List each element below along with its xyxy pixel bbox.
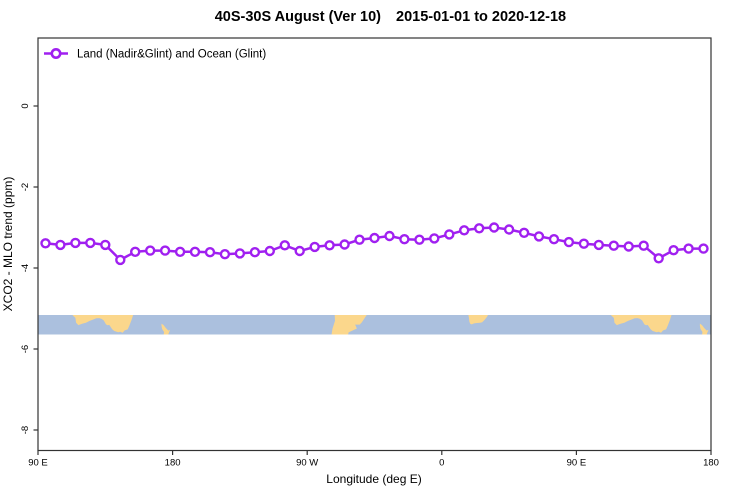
data-point	[533, 231, 545, 242]
data-point	[653, 253, 664, 264]
data-point	[369, 232, 380, 244]
land-region-australia	[610, 315, 672, 333]
data-point	[503, 224, 515, 235]
data-point	[85, 237, 96, 249]
data-point	[159, 245, 171, 256]
data-point	[668, 244, 679, 256]
data-point	[40, 238, 51, 249]
data-point	[264, 245, 275, 257]
data-point	[204, 246, 216, 258]
data-point	[309, 241, 320, 253]
data-point	[100, 239, 111, 251]
plot-area	[37, 37, 712, 452]
data-point	[249, 246, 261, 258]
x-tick-label: 180	[703, 458, 719, 469]
land-region-south-america	[331, 315, 367, 335]
legend-label: Land (Nadir&Glint) and Ocean (Glint)	[77, 49, 266, 61]
data-point	[608, 240, 619, 251]
data-point	[414, 234, 425, 245]
data-point	[354, 234, 365, 245]
land-region-new-zealand	[699, 323, 709, 335]
land-region-new-zealand	[161, 323, 171, 335]
data-point	[518, 227, 530, 239]
x-tick-label: 0	[439, 458, 444, 469]
data-point	[234, 248, 246, 259]
data-series-line	[45, 226, 704, 262]
data-point	[623, 241, 634, 252]
data-point	[474, 223, 485, 234]
map-band	[38, 315, 711, 335]
data-point	[459, 225, 470, 236]
legend-marker-circle	[50, 47, 62, 59]
x-tick-label: 90 E	[28, 458, 48, 469]
land-region-australia	[72, 315, 134, 333]
data-point	[698, 243, 709, 254]
x-axis-label: Longitude (deg E)	[326, 472, 421, 486]
data-point	[488, 222, 500, 233]
data-point	[324, 240, 335, 251]
data-point	[548, 233, 560, 245]
data-point	[279, 240, 290, 251]
data-point	[444, 229, 455, 240]
data-point	[129, 246, 141, 258]
data-point	[339, 239, 350, 250]
data-point	[563, 236, 575, 248]
y-tick-label: 0	[20, 103, 31, 108]
chart-title-left: 40S-30S August (Ver 10)	[215, 9, 381, 25]
data-point	[70, 237, 81, 249]
legend: Land (Nadir&Glint) and Ocean (Glint)	[44, 47, 266, 61]
data-point	[189, 246, 201, 258]
data-point	[174, 246, 186, 258]
ocean-rect	[38, 315, 711, 335]
y-tick-label: -8	[20, 426, 31, 434]
data-point	[399, 233, 410, 245]
x-tick-label: 90 W	[296, 458, 318, 469]
y-tick-label: -4	[20, 264, 31, 272]
y-axis-label: XCO2 - MLO trend (ppm)	[1, 177, 15, 312]
data-point	[638, 240, 649, 251]
data-point	[578, 238, 590, 249]
x-tick-label: 180	[165, 458, 181, 469]
data-point	[219, 248, 231, 260]
data-point	[429, 233, 440, 244]
y-tick-label: -6	[20, 345, 31, 353]
land-region-south-africa	[468, 315, 488, 325]
data-point	[55, 239, 66, 251]
chart-title-right: 2015-01-01 to 2020-12-18	[396, 9, 566, 25]
y-tick-label: -2	[20, 183, 31, 191]
data-point	[593, 239, 604, 251]
data-point	[144, 245, 156, 256]
data-point	[294, 245, 305, 257]
data-point	[384, 230, 395, 242]
x-tick-label: 90 E	[567, 458, 587, 469]
data-point	[115, 254, 126, 266]
data-point	[683, 243, 694, 254]
